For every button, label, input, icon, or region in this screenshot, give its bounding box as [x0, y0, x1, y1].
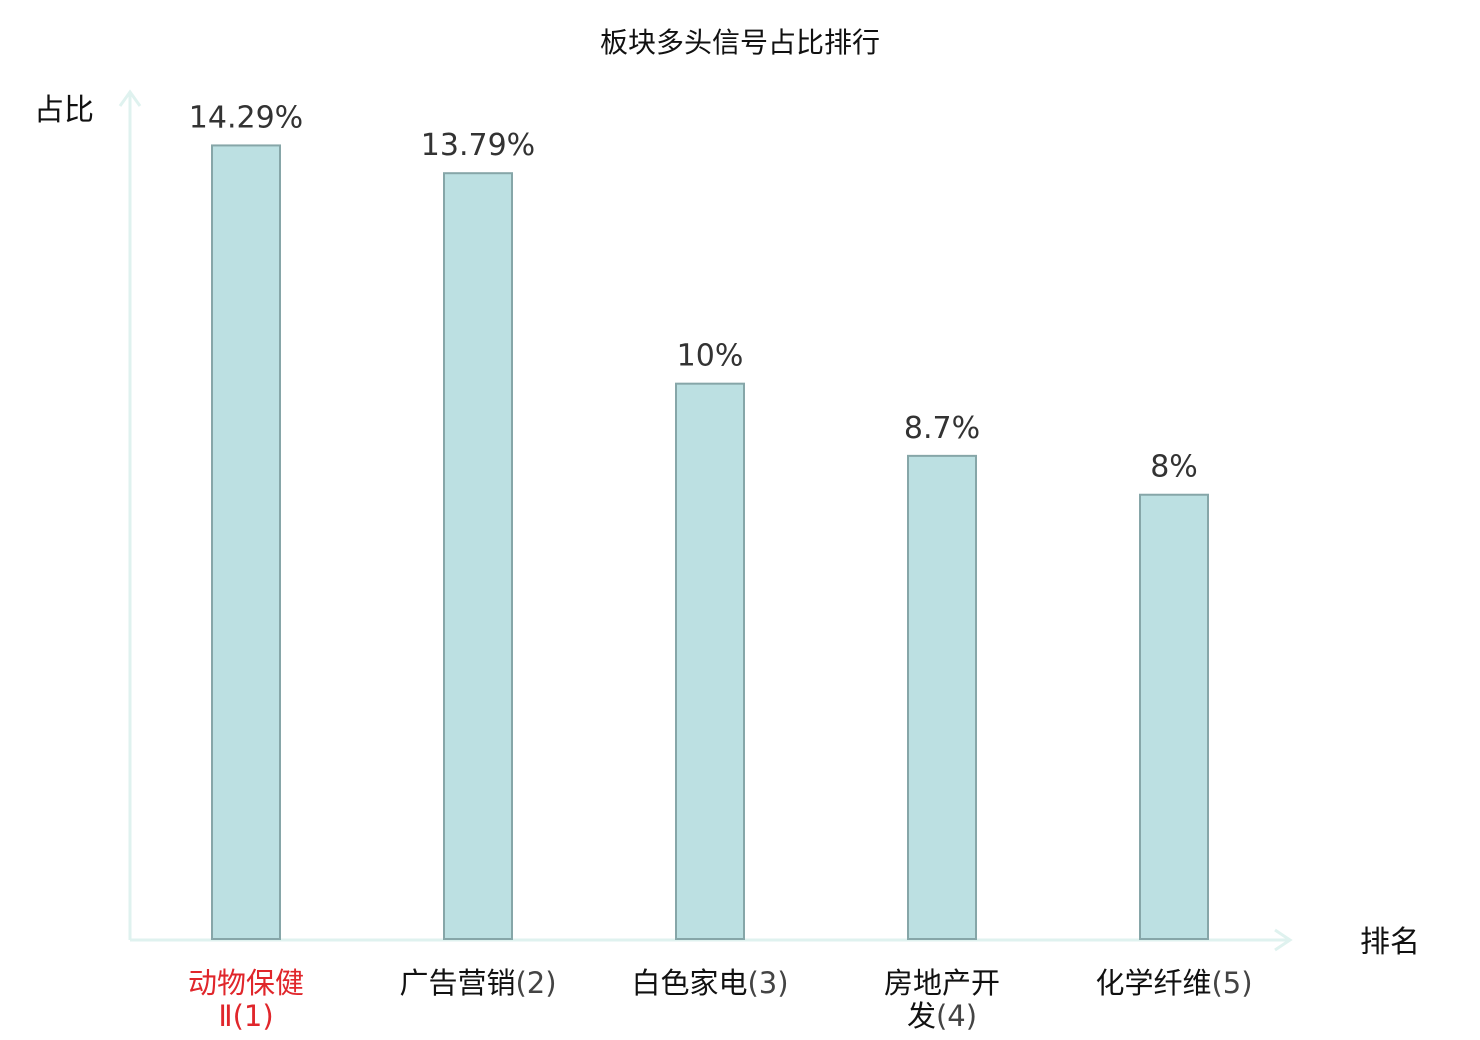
category-label-line: 动物保健 — [188, 966, 304, 1000]
value-label-2: 13.79% — [421, 128, 535, 163]
value-label-3: 10% — [677, 339, 744, 374]
category-label-line: 房地产开 — [884, 966, 1000, 1000]
x-axis-arrow-icon — [1274, 928, 1293, 952]
category-label-1: 动物保健 Ⅱ(1) — [188, 966, 304, 1033]
category-label-line: 广告营销(2) — [399, 966, 556, 1000]
category-rank: Ⅱ(1) — [218, 999, 273, 1033]
category-label-3: 白色家电(3) — [631, 966, 788, 1000]
category-name: 动物保健 — [188, 966, 304, 1000]
axes — [118, 89, 1293, 952]
bar-3 — [675, 382, 745, 940]
category-label-line: 白色家电(3) — [631, 966, 788, 1000]
category-rank: (2) — [515, 966, 556, 1000]
category-label-5: 化学纤维(5) — [1095, 966, 1252, 1000]
category-label-line: 化学纤维(5) — [1095, 966, 1252, 1000]
category-rank: (4) — [936, 999, 977, 1033]
value-labels-group: 14.29% 13.79% 10% 8.7% 8% — [189, 100, 1198, 484]
value-label-5: 8% — [1150, 450, 1198, 485]
category-label-2: 广告营销(2) — [399, 966, 556, 1000]
y-axis-arrow-icon — [118, 89, 142, 107]
category-labels-group: 动物保健 Ⅱ(1) 广告营销(2) 白色家电(3) 房地产开发(4) 化学纤维(5) — [188, 966, 1253, 1033]
y-axis-label: 占比 — [34, 93, 94, 128]
category-label-line: 发(4) — [907, 999, 977, 1033]
category-name: 化学纤维 — [1095, 966, 1211, 1000]
x-axis-label: 排名 — [1360, 925, 1420, 960]
bar-2 — [443, 172, 513, 941]
category-rank: (3) — [747, 966, 788, 1000]
value-label-1: 14.29% — [189, 100, 303, 135]
category-name: 房地产开 — [884, 966, 1000, 1000]
bar-5 — [1139, 493, 1209, 940]
category-label-line: Ⅱ(1) — [218, 999, 273, 1033]
bar-4 — [907, 454, 977, 940]
chart-title: 板块多头信号占比排行 — [600, 26, 880, 59]
bar-1 — [211, 144, 281, 941]
category-name: 广告营销 — [399, 966, 515, 1000]
category-rank: (5) — [1211, 966, 1252, 1000]
category-name: 白色家电 — [631, 966, 747, 1000]
bars-group — [211, 144, 1209, 941]
category-name: 发 — [907, 999, 936, 1033]
value-label-4: 8.7% — [904, 411, 980, 446]
category-label-4: 房地产开发(4) — [884, 966, 1000, 1033]
